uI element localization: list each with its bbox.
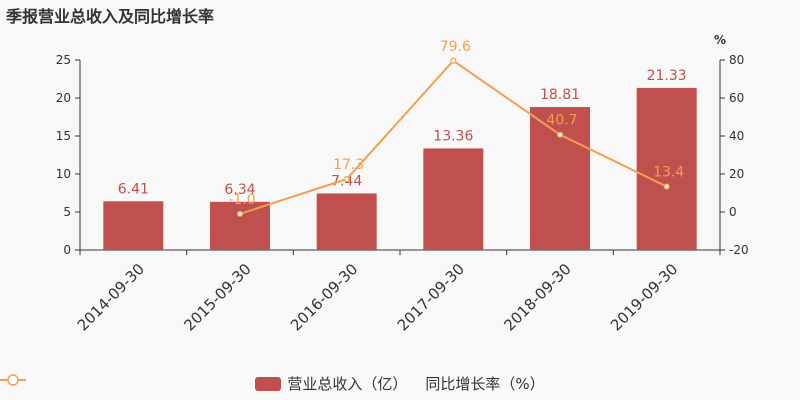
x-tick-label: 2015-09-30 (180, 260, 254, 334)
y-left-tick-label: 15 (56, 129, 71, 143)
growth-point (343, 176, 350, 183)
growth-point (663, 183, 670, 190)
bar (210, 201, 270, 250)
growth-point (556, 131, 564, 138)
y-right-tick-label: -20 (729, 243, 749, 257)
chart-title: 季报营业总收入及同比增长率 (6, 7, 215, 26)
y-left-tick-label: 20 (56, 91, 71, 105)
y-right-tick-label: 60 (729, 91, 744, 105)
bar-data-label: 13.36 (433, 128, 473, 144)
bar-data-label: 21.33 (647, 68, 687, 84)
bar (530, 107, 590, 250)
y-left-tick-label: 0 (63, 243, 71, 257)
bar (316, 193, 377, 250)
x-tick-label: 2014-09-30 (74, 260, 148, 334)
legend-item-revenue[interactable]: 营业总收入（亿） (255, 373, 407, 394)
legend-bar-swatch (255, 376, 282, 391)
legend-item-growth[interactable]: 同比增长率（%） (0, 373, 545, 394)
y-right-tick-label: 80 (729, 53, 744, 67)
x-tick-label: 2017-09-30 (394, 260, 468, 334)
y-left-tick-label: 5 (63, 205, 71, 219)
x-tick-label: 2016-09-30 (287, 260, 361, 334)
growth-data-label: 40.7 (546, 113, 577, 129)
y-right-tick-label: 20 (729, 167, 744, 181)
legend-line-swatch (0, 374, 26, 386)
bar-data-label: 6.34 (224, 182, 255, 198)
bar (636, 87, 697, 250)
legend-label-growth: 同比增长率（%） (425, 375, 545, 393)
bar (423, 148, 484, 250)
y-right-tick-label: 0 (729, 205, 737, 219)
y-right-tick-label: 40 (729, 129, 744, 143)
bar-data-label: 6.41 (118, 181, 149, 197)
x-tick-label: 2019-09-30 (607, 260, 681, 334)
y-left-tick-label: 25 (56, 53, 71, 67)
chart-legend: 营业总收入（亿） 同比增长率（%） (0, 373, 800, 394)
growth-point (236, 210, 244, 217)
growth-point (450, 57, 457, 64)
bar (103, 201, 164, 250)
growth-data-label: -1.0 (228, 192, 255, 208)
growth-data-label: 79.6 (440, 39, 471, 55)
bar-data-label: 18.81 (540, 87, 580, 103)
growth-data-label: 13.4 (653, 165, 684, 181)
legend-line-marker (7, 374, 19, 386)
growth-data-label: 17.3 (333, 157, 364, 173)
y-right-unit-label: % (714, 33, 726, 47)
y-left-tick-label: 10 (56, 167, 71, 181)
x-tick-label: 2018-09-30 (500, 260, 574, 334)
legend-label-revenue: 营业总收入（亿） (287, 375, 408, 393)
